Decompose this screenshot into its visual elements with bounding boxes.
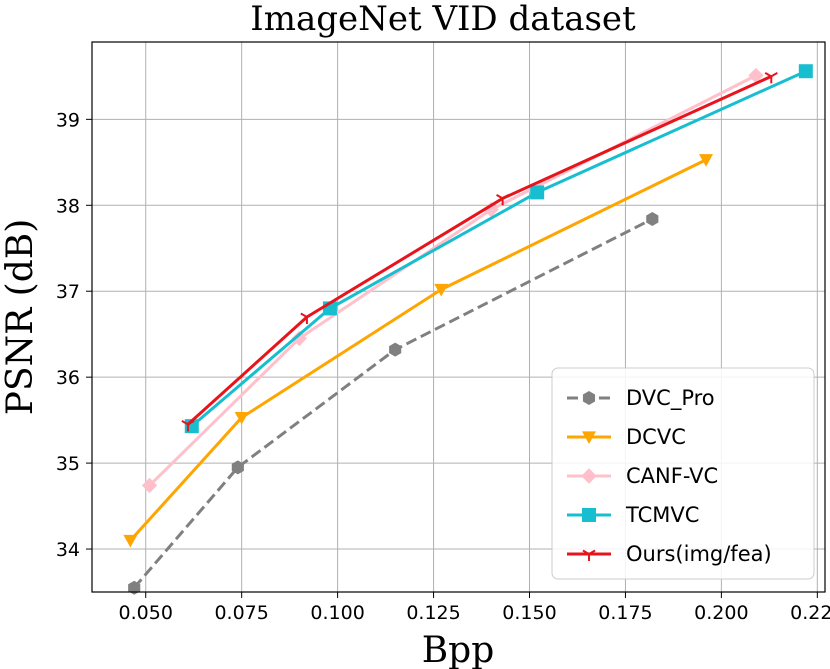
legend-marker-tcmvc (582, 508, 596, 522)
grid-lines (92, 42, 825, 592)
legend-marker-dcvc (582, 431, 596, 444)
data-point-dvc-pro (389, 342, 402, 357)
data-point-dcvc (123, 534, 138, 548)
series-layer (123, 64, 813, 595)
data-point-dcvc (434, 283, 449, 297)
legend-label-canf-vc: CANF-VC (626, 464, 718, 488)
x-tick-label: 0.200 (694, 602, 748, 624)
data-point-ours-img-fea (496, 194, 510, 206)
legend-entry-tcmvc: TCMVC (567, 503, 699, 527)
y-tick-label: 39 (56, 109, 80, 131)
y-tick-label: 34 (56, 539, 80, 561)
x-axis-label: Bpp (422, 630, 495, 669)
legend-box (551, 367, 815, 580)
tick-layer: 0.050 0.075 0.100 0.125 0.150 0.175 0.200 0.225… (56, 109, 830, 624)
legend-label-dcvc: DCVC (626, 425, 686, 449)
x-tick-label: 0.175 (598, 602, 652, 624)
data-point-canf-vc (141, 477, 158, 494)
legend-marker-dvc-pro (582, 391, 596, 405)
chart-title: ImageNet VID dataset (250, 0, 636, 39)
y-tick-label: 37 (56, 281, 80, 303)
legend-label-ours-img-fea: Ours(img/fea) (626, 542, 772, 566)
legend-entry-dcvc: DCVC (567, 425, 686, 449)
x-tick-label: 0.150 (502, 602, 556, 624)
data-point-dcvc (234, 411, 249, 425)
series-dvc-pro (128, 212, 659, 595)
data-point-tcmvc (530, 185, 545, 200)
x-tick-label: 0.225 (790, 602, 830, 624)
data-point-dvc-pro (231, 460, 244, 475)
legend-label-dvc-pro: DVC_Pro (626, 386, 715, 411)
series-dcvc (123, 154, 714, 548)
data-point-ours-img-fea (181, 420, 195, 432)
legend-entry-dvc-pro: DVC_Pro (567, 386, 715, 411)
y-tick-label: 35 (56, 453, 80, 475)
legend-marker-ours-img-fea (582, 549, 596, 561)
y-tick-label: 38 (56, 195, 80, 217)
legend-entry-ours-img-fea: Ours(img/fea) (567, 542, 772, 566)
series-line-tcmvc (190, 69, 807, 428)
series-ours-img-fea (181, 72, 778, 432)
y-axis-label: PSNR (dB) (0, 219, 41, 416)
series-line-ours-img-fea (186, 75, 772, 426)
y-tick-label: 36 (56, 367, 80, 389)
legend-label-tcmvc: TCMVC (625, 503, 699, 527)
legend-marker-canf-vc (581, 468, 597, 484)
x-tick-label: 0.100 (310, 602, 364, 624)
data-point-dvc-pro (646, 212, 659, 227)
data-point-ours-img-fea (764, 72, 778, 84)
plot-frame (91, 41, 826, 593)
series-line-dcvc (129, 158, 707, 542)
data-point-tcmvc (798, 64, 813, 79)
x-tick-label: 0.075 (214, 602, 268, 624)
legend-entry-canf-vc: CANF-VC (567, 464, 718, 488)
data-point-ours-img-fea (300, 312, 314, 324)
x-tick-label: 0.050 (119, 602, 173, 624)
legend: DVC_Pro DCVC CANF-VC TCMVC Ours(img/fea) (551, 367, 815, 580)
x-tick-label: 0.125 (406, 602, 460, 624)
data-point-dvc-pro (128, 580, 141, 595)
data-point-dcvc (699, 154, 714, 167)
series-line-dvc-pro (133, 217, 653, 589)
data-point-canf-vc (748, 67, 764, 84)
data-point-canf-vc (291, 330, 307, 347)
data-point-canf-vc (483, 201, 499, 218)
